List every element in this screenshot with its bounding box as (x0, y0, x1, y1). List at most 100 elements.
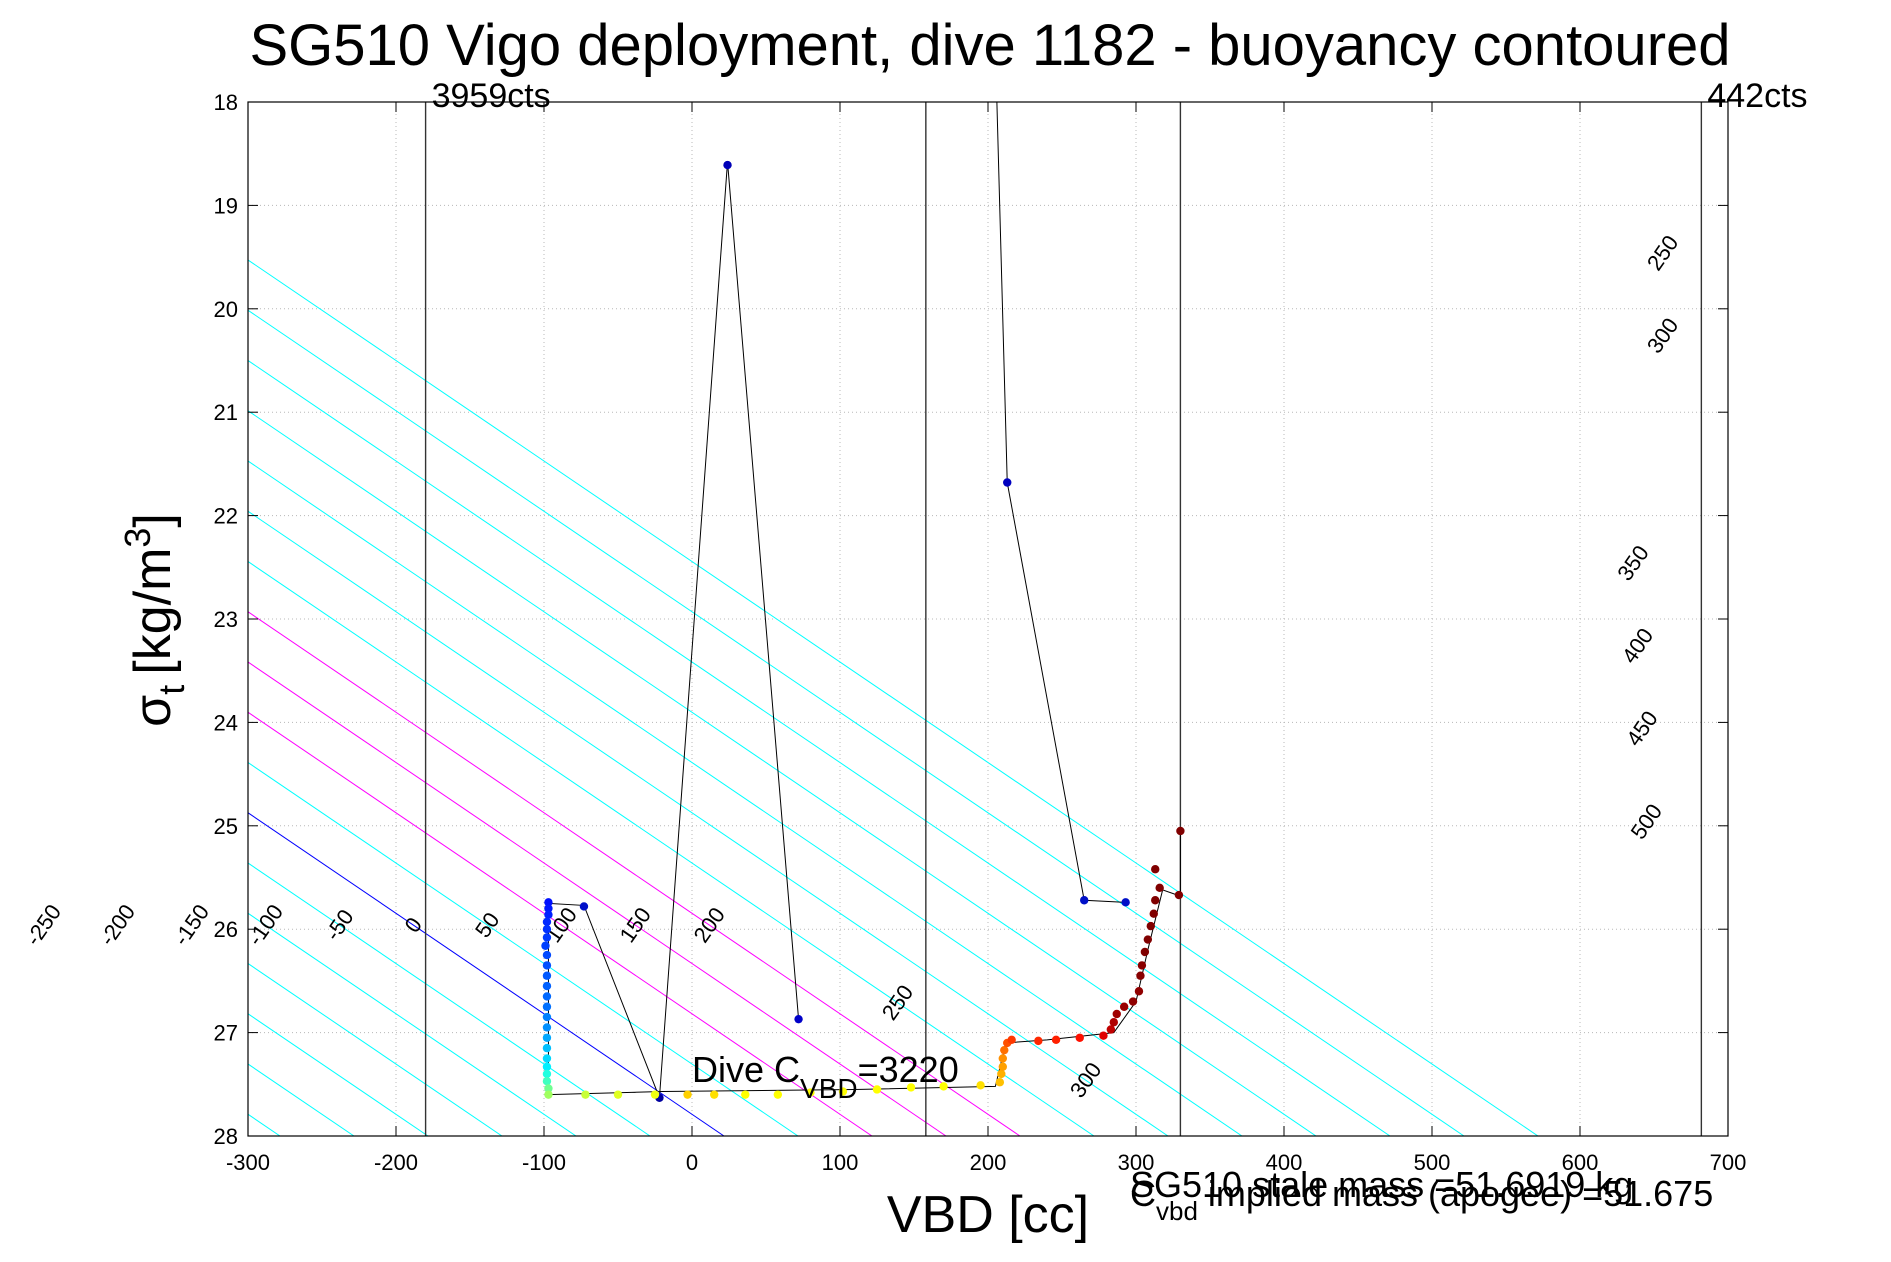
contour-line (248, 460, 1243, 1136)
data-point (683, 1090, 692, 1099)
data-point (995, 1078, 1005, 1087)
data-point (542, 961, 552, 970)
data-point (1109, 1018, 1119, 1027)
x-tick-label: 0 (686, 1150, 698, 1175)
data-point (1151, 896, 1160, 905)
contour-line (248, 812, 725, 1136)
data-point (939, 1082, 948, 1091)
y-tick-label: 23 (214, 607, 238, 632)
footer-implied: implied mass (apogee) =51.675 (1208, 1173, 1713, 1214)
data-point (710, 1090, 719, 1099)
data-point (872, 1085, 882, 1094)
data-point (1174, 890, 1184, 900)
data-point (613, 1090, 623, 1099)
data-point (1034, 1036, 1043, 1046)
contour-line (248, 410, 1317, 1136)
data-point (542, 981, 552, 991)
data-points (541, 160, 1185, 1102)
contour-line (248, 259, 1539, 1136)
y-label-unit: [kg/m (124, 548, 182, 675)
data-point (579, 902, 589, 911)
contour-line (248, 560, 1095, 1136)
data-point (1146, 921, 1156, 931)
data-point (1149, 909, 1158, 918)
chart-title: SG510 Vigo deployment, dive 1182 - buoya… (249, 13, 1730, 78)
grid (248, 102, 1728, 1136)
data-point (581, 1090, 590, 1099)
data-point (544, 904, 553, 913)
data-point (1119, 1002, 1129, 1011)
data-point (1106, 1025, 1116, 1034)
data-point (806, 1088, 815, 1097)
data-point (1151, 865, 1160, 874)
data-point (544, 910, 553, 919)
y-tick-label: 19 (214, 193, 238, 218)
data-point (1112, 1009, 1121, 1019)
x-tick-label: 200 (970, 1150, 1007, 1175)
x-tick-label: 400 (1266, 1150, 1303, 1175)
data-point (544, 898, 553, 907)
dive-cvbd-label: Dive CVBD=3220 (692, 1049, 959, 1104)
axis-ticks: -300 -200 -100 0 100 200 300 400 500 600 700 18 19 20… (214, 90, 1747, 1175)
y-label-sub: t (151, 685, 192, 695)
y-tick-label: 24 (214, 710, 238, 735)
contour-line (248, 912, 577, 1136)
x-tick-label: 700 (1710, 1150, 1747, 1175)
x-tick-label: 100 (822, 1150, 859, 1175)
data-point (723, 160, 732, 170)
data-point (542, 925, 552, 934)
data-point (544, 1090, 553, 1099)
data-point (906, 1083, 916, 1092)
y-tick-label: 18 (214, 90, 238, 115)
x-tick-label: -100 (522, 1150, 566, 1175)
data-point (542, 1076, 552, 1086)
data-point (1176, 826, 1185, 836)
data-point (838, 1087, 848, 1096)
data-point (1140, 947, 1150, 957)
data-point (998, 1062, 1007, 1071)
contour-line (248, 611, 1021, 1136)
data-point (976, 1081, 985, 1090)
y-axis-label: σt [kg/m3] (117, 513, 192, 727)
footer-c: C (1130, 1173, 1156, 1214)
y-label-sup: 3 (117, 528, 158, 548)
data-point (1143, 935, 1153, 944)
y-tick-label: 26 (214, 917, 238, 942)
data-point (542, 1012, 552, 1022)
data-point (998, 1054, 1007, 1063)
footer-c-sub: vbd (1156, 1196, 1198, 1226)
data-point (1080, 896, 1089, 905)
y-tick-label: 21 (214, 400, 238, 425)
data-point (1003, 478, 1012, 487)
data-point (1128, 997, 1138, 1006)
y-tick-label: 22 (214, 504, 238, 529)
data-point (1051, 1035, 1061, 1045)
data-point (542, 917, 552, 927)
y-label-close: ] (124, 513, 182, 527)
count-label-left: 3959cts (432, 77, 551, 115)
footer-implied-mass: Cvbd implied mass (apogee) =51.675 (1130, 1173, 1713, 1226)
data-point (1007, 1035, 1016, 1045)
data-point (542, 1043, 552, 1053)
y-tick-label: 27 (214, 1021, 238, 1046)
y-tick-label: 28 (214, 1124, 238, 1149)
x-tick-label: -300 (226, 1150, 270, 1175)
footer-stale-mass: SG510 stale mass =51.6919 kg (1130, 1164, 1633, 1205)
data-point (542, 971, 552, 980)
dive-trace (547, 102, 1181, 1098)
dive-cvbd-sub: VBD (800, 1073, 858, 1104)
data-point (542, 1054, 552, 1063)
count-label-right: 442cts (1707, 77, 1807, 115)
data-point (1000, 1045, 1009, 1055)
data-point (1136, 971, 1145, 980)
contour-line (248, 510, 1169, 1136)
data-point (1099, 1031, 1108, 1040)
x-axis-label: VBD [cc] (887, 1186, 1089, 1244)
data-point (1121, 898, 1130, 907)
data-point (1155, 883, 1164, 893)
data-point (542, 992, 552, 1001)
dive-cvbd-main: Dive C (692, 1049, 800, 1090)
y-tick-label: 20 (214, 297, 238, 322)
vbd-limit-lines (424, 102, 1703, 1136)
